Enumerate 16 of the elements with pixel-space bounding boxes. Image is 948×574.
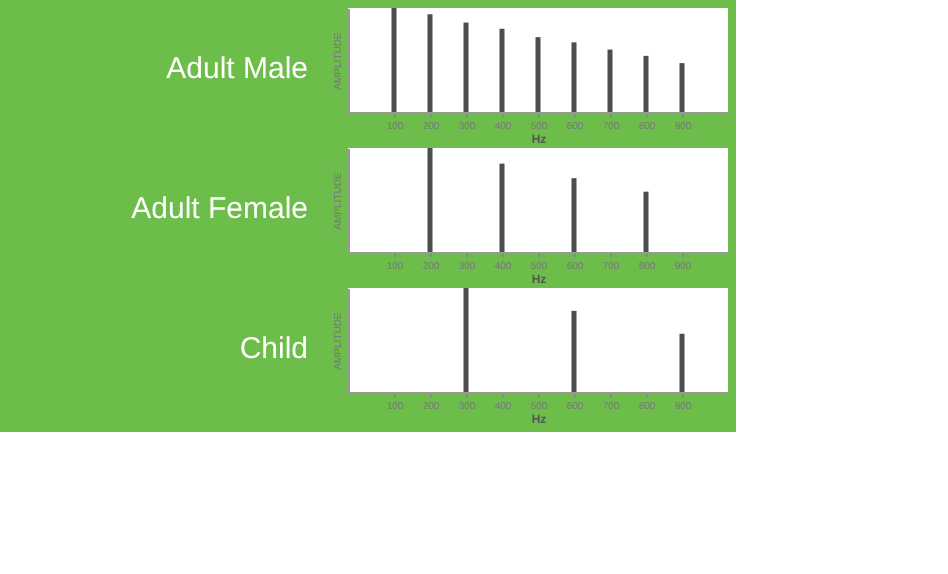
text: Adult Female [131,192,308,226]
bar [643,191,649,252]
bar [427,148,433,252]
bar [499,28,505,112]
text: Adult Male [166,52,308,86]
bar [499,163,505,252]
bar [571,178,577,252]
bar [679,63,685,112]
bar [571,42,577,112]
bar [391,8,397,112]
text: Child [239,332,308,366]
bar [535,37,541,112]
bar [607,49,613,112]
bar [463,22,469,112]
bar [643,55,649,112]
bar [427,14,433,112]
